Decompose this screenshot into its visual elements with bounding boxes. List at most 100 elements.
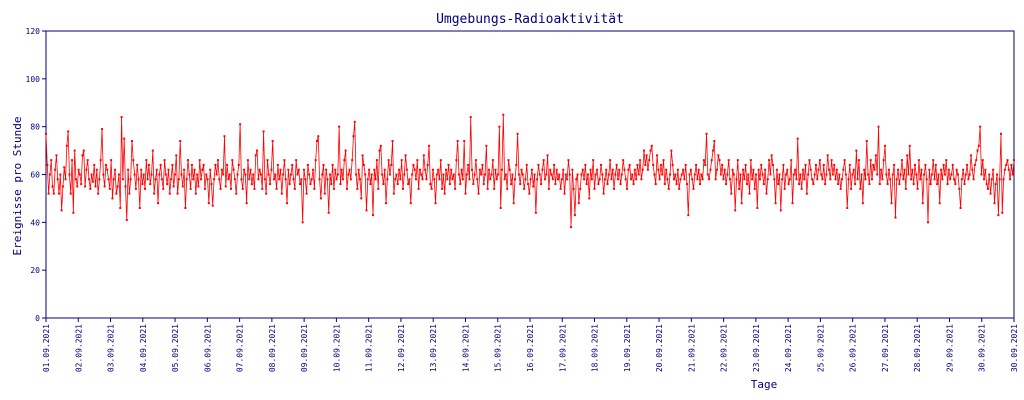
- data-point: [223, 135, 226, 138]
- data-point: [84, 185, 87, 188]
- data-point: [269, 183, 272, 186]
- data-point: [938, 202, 941, 205]
- data-point: [639, 159, 642, 162]
- data-point: [301, 221, 304, 224]
- data-point: [758, 178, 761, 181]
- data-point: [973, 163, 976, 166]
- data-point: [456, 140, 459, 143]
- data-point: [188, 173, 191, 176]
- data-point: [166, 183, 169, 186]
- data-point: [911, 168, 914, 171]
- data-point: [366, 178, 369, 181]
- data-point: [77, 168, 80, 171]
- data-point: [536, 178, 539, 181]
- data-point: [863, 168, 866, 171]
- chart-title: Umgebungs-Radioaktivität: [436, 12, 624, 27]
- data-point: [472, 183, 475, 186]
- data-point: [50, 159, 53, 162]
- data-point: [635, 178, 638, 181]
- data-point: [356, 187, 359, 190]
- data-point: [343, 159, 346, 162]
- data-point: [102, 173, 105, 176]
- data-point: [237, 163, 240, 166]
- data-point: [446, 178, 449, 181]
- data-point: [98, 178, 101, 181]
- data-point: [880, 168, 883, 171]
- data-point: [876, 173, 879, 176]
- data-point: [291, 163, 294, 166]
- data-point: [600, 163, 602, 166]
- data-point: [231, 159, 234, 162]
- data-point: [997, 214, 1000, 217]
- x-tick-label: 05.09.2021: [171, 324, 180, 372]
- data-point: [834, 178, 837, 181]
- data-point: [962, 168, 965, 171]
- y-tick-label: 40: [30, 218, 40, 227]
- data-point: [543, 178, 546, 181]
- data-point: [773, 178, 776, 181]
- data-point: [309, 183, 312, 186]
- data-point: [730, 192, 733, 195]
- data-point: [485, 144, 488, 147]
- data-point: [181, 185, 184, 188]
- data-point: [964, 173, 967, 176]
- data-point: [984, 168, 987, 171]
- data-point: [292, 178, 295, 181]
- data-point: [314, 159, 317, 162]
- data-point: [379, 144, 382, 147]
- data-point: [869, 159, 872, 162]
- data-point: [843, 159, 846, 162]
- data-point: [1001, 211, 1004, 214]
- data-point: [1005, 163, 1008, 166]
- data-point: [618, 168, 621, 171]
- data-point: [874, 154, 877, 157]
- data-point: [923, 173, 926, 176]
- data-point: [645, 154, 648, 157]
- data-point: [184, 206, 187, 209]
- y-tick-label: 100: [26, 75, 41, 84]
- data-point: [719, 173, 722, 176]
- data-point: [65, 144, 68, 147]
- data-point: [227, 178, 230, 181]
- data-point: [305, 192, 308, 195]
- data-point: [404, 154, 407, 157]
- data-point: [469, 116, 472, 119]
- data-point: [932, 159, 935, 162]
- x-tick-label: 26.09.2021: [849, 324, 858, 372]
- data-point: [570, 226, 573, 229]
- data-point: [632, 183, 635, 186]
- data-point: [60, 209, 63, 212]
- data-point: [383, 168, 386, 171]
- data-point: [942, 163, 945, 166]
- data-point: [852, 168, 855, 171]
- data-point: [408, 178, 411, 181]
- data-point: [839, 187, 842, 190]
- data-point: [859, 187, 862, 190]
- data-point: [607, 173, 610, 176]
- data-point: [678, 187, 681, 190]
- data-point: [325, 168, 328, 171]
- data-point: [559, 187, 562, 190]
- data-point: [278, 178, 281, 181]
- data-point: [695, 163, 698, 166]
- data-point: [335, 178, 338, 181]
- data-point: [572, 187, 575, 190]
- data-point: [401, 187, 404, 190]
- data-point: [495, 178, 498, 181]
- data-point: [106, 168, 109, 171]
- data-point: [500, 168, 503, 171]
- y-tick-label: 80: [30, 123, 40, 132]
- data-point: [197, 185, 200, 188]
- data-point: [553, 163, 556, 166]
- data-point: [805, 192, 808, 195]
- data-point: [753, 187, 756, 190]
- data-point: [263, 178, 266, 181]
- data-point: [1003, 168, 1006, 171]
- data-point: [437, 168, 440, 171]
- data-point: [992, 168, 995, 171]
- data-point: [498, 125, 501, 128]
- data-point: [631, 173, 634, 176]
- data-point: [791, 202, 794, 205]
- data-point: [54, 168, 57, 171]
- data-point: [904, 187, 907, 190]
